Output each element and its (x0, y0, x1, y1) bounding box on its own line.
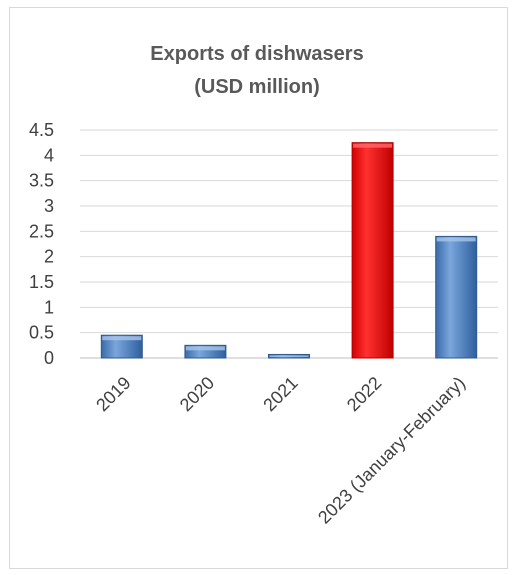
y-tick-label: 2.5 (29, 221, 54, 241)
x-category-label: 2021 (259, 373, 301, 415)
y-tick-label: 0.5 (29, 323, 54, 343)
y-tick-label: 1 (44, 297, 54, 317)
bar-2019 (100, 334, 143, 359)
y-tick-label: 3 (44, 196, 54, 216)
x-category-label: 2019 (92, 373, 134, 415)
y-tick-label: 2 (44, 247, 54, 267)
y-tick-label: 4 (44, 145, 54, 165)
bar-2022 (351, 142, 394, 359)
y-tick-label: 3.5 (29, 171, 54, 191)
y-tick-label: 1.5 (29, 272, 54, 292)
x-category-label: 2023 (January-February) (314, 373, 469, 528)
y-tick-label: 4.5 (29, 120, 54, 140)
bar-highlight (353, 143, 393, 148)
bar-highlight (269, 355, 309, 357)
gridlines (80, 129, 498, 359)
y-tick-label: 0 (44, 348, 54, 368)
chart-title-line-2: (USD million) (194, 76, 320, 98)
chart-title-line-1: Exports of dishwasers (150, 43, 363, 65)
x-category-label: 2022 (343, 373, 385, 415)
y-axis: 0 0.5 1 1.5 2 2.5 3 3.5 4 4.5 (29, 120, 54, 368)
bar-highlight (102, 336, 142, 341)
bar-chart: Exports of dishwasers (USD million) 0 0.5… (29, 43, 498, 528)
bar-highlight (436, 237, 476, 242)
chart-area: Exports of dishwasers (USD million) 0 0.5… (9, 7, 508, 569)
bar-highlight (185, 346, 225, 351)
bars (100, 142, 478, 359)
x-category-label: 2020 (176, 373, 218, 415)
bar-2023 (435, 235, 478, 359)
